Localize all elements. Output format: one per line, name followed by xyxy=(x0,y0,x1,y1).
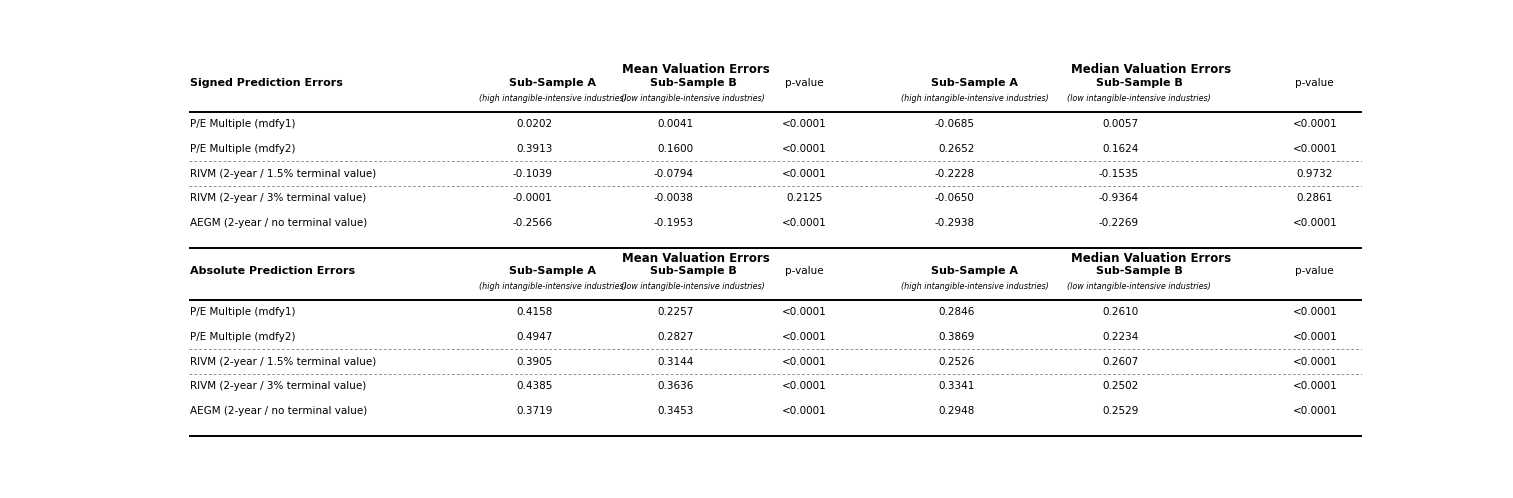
Text: 0.3144: 0.3144 xyxy=(657,357,693,367)
Text: -0.9364: -0.9364 xyxy=(1098,193,1139,203)
Text: 0.1624: 0.1624 xyxy=(1103,144,1139,154)
Text: Sub-Sample A: Sub-Sample A xyxy=(930,78,1018,88)
Text: Mean Valuation Errors: Mean Valuation Errors xyxy=(622,252,770,265)
Text: (high intangible-intensive industries): (high intangible-intensive industries) xyxy=(478,282,626,291)
Text: -0.2566: -0.2566 xyxy=(513,218,552,228)
Text: <0.0001: <0.0001 xyxy=(782,357,828,367)
Text: Median Valuation Errors: Median Valuation Errors xyxy=(1071,63,1230,76)
Text: 0.2607: 0.2607 xyxy=(1103,357,1139,367)
Text: 0.1600: 0.1600 xyxy=(657,144,693,154)
Text: Sub-Sample A: Sub-Sample A xyxy=(930,266,1018,276)
Text: 0.0041: 0.0041 xyxy=(657,120,693,129)
Text: 0.2861: 0.2861 xyxy=(1297,193,1333,203)
Text: (low intangible-intensive industries): (low intangible-intensive industries) xyxy=(622,282,766,291)
Text: <0.0001: <0.0001 xyxy=(1292,120,1337,129)
Text: <0.0001: <0.0001 xyxy=(782,307,828,317)
Text: (high intangible-intensive industries): (high intangible-intensive industries) xyxy=(478,94,626,103)
Text: <0.0001: <0.0001 xyxy=(1292,332,1337,342)
Text: <0.0001: <0.0001 xyxy=(1292,218,1337,228)
Text: 0.2257: 0.2257 xyxy=(657,307,693,317)
Text: 0.2529: 0.2529 xyxy=(1103,406,1139,416)
Text: 0.3913: 0.3913 xyxy=(516,144,552,154)
Text: 0.2234: 0.2234 xyxy=(1103,332,1139,342)
Text: -0.0794: -0.0794 xyxy=(654,169,693,179)
Text: 0.0057: 0.0057 xyxy=(1103,120,1139,129)
Text: 0.4385: 0.4385 xyxy=(516,381,552,391)
Text: 0.3341: 0.3341 xyxy=(938,381,974,391)
Text: Signed Prediction Errors: Signed Prediction Errors xyxy=(191,78,343,88)
Text: (low intangible-intensive industries): (low intangible-intensive industries) xyxy=(1067,94,1210,103)
Text: -0.0038: -0.0038 xyxy=(654,193,693,203)
Text: 0.3453: 0.3453 xyxy=(657,406,693,416)
Text: Sub-Sample A: Sub-Sample A xyxy=(508,266,596,276)
Text: 0.3719: 0.3719 xyxy=(516,406,552,416)
Text: Absolute Prediction Errors: Absolute Prediction Errors xyxy=(191,266,356,276)
Text: Sub-Sample B: Sub-Sample B xyxy=(651,78,737,88)
Text: 0.2846: 0.2846 xyxy=(938,307,974,317)
Text: Sub-Sample B: Sub-Sample B xyxy=(1095,78,1182,88)
Text: 0.2948: 0.2948 xyxy=(938,406,974,416)
Text: RIVM (2-year / 1.5% terminal value): RIVM (2-year / 1.5% terminal value) xyxy=(191,169,377,179)
Text: P/E Multiple (mdfy2): P/E Multiple (mdfy2) xyxy=(191,144,297,154)
Text: <0.0001: <0.0001 xyxy=(782,406,828,416)
Text: 0.0202: 0.0202 xyxy=(516,120,552,129)
Text: (low intangible-intensive industries): (low intangible-intensive industries) xyxy=(1067,282,1210,291)
Text: <0.0001: <0.0001 xyxy=(782,144,828,154)
Text: <0.0001: <0.0001 xyxy=(1292,307,1337,317)
Text: (low intangible-intensive industries): (low intangible-intensive industries) xyxy=(622,94,766,103)
Text: 0.9732: 0.9732 xyxy=(1297,169,1333,179)
Text: Mean Valuation Errors: Mean Valuation Errors xyxy=(622,63,770,76)
Text: P/E Multiple (mdfy1): P/E Multiple (mdfy1) xyxy=(191,120,297,129)
Text: -0.2938: -0.2938 xyxy=(935,218,974,228)
Text: <0.0001: <0.0001 xyxy=(782,218,828,228)
Text: p-value: p-value xyxy=(1295,266,1334,276)
Text: 0.2526: 0.2526 xyxy=(938,357,974,367)
Text: -0.0685: -0.0685 xyxy=(935,120,974,129)
Text: AEGM (2-year / no terminal value): AEGM (2-year / no terminal value) xyxy=(191,218,368,228)
Text: -0.0650: -0.0650 xyxy=(935,193,974,203)
Text: -0.2228: -0.2228 xyxy=(935,169,974,179)
Text: -0.0001: -0.0001 xyxy=(513,193,552,203)
Text: 0.2502: 0.2502 xyxy=(1103,381,1139,391)
Text: Sub-Sample B: Sub-Sample B xyxy=(1095,266,1182,276)
Text: <0.0001: <0.0001 xyxy=(782,120,828,129)
Text: -0.1535: -0.1535 xyxy=(1098,169,1139,179)
Text: p-value: p-value xyxy=(1295,78,1334,88)
Text: 0.2827: 0.2827 xyxy=(657,332,693,342)
Text: p-value: p-value xyxy=(785,78,825,88)
Text: p-value: p-value xyxy=(785,266,825,276)
Text: 0.3869: 0.3869 xyxy=(938,332,974,342)
Text: Sub-Sample A: Sub-Sample A xyxy=(508,78,596,88)
Text: <0.0001: <0.0001 xyxy=(782,381,828,391)
Text: (high intangible-intensive industries): (high intangible-intensive industries) xyxy=(900,94,1049,103)
Text: RIVM (2-year / 1.5% terminal value): RIVM (2-year / 1.5% terminal value) xyxy=(191,357,377,367)
Text: P/E Multiple (mdfy1): P/E Multiple (mdfy1) xyxy=(191,307,297,317)
Text: 0.4158: 0.4158 xyxy=(516,307,552,317)
Text: AEGM (2-year / no terminal value): AEGM (2-year / no terminal value) xyxy=(191,406,368,416)
Text: -0.1039: -0.1039 xyxy=(513,169,552,179)
Text: 0.2125: 0.2125 xyxy=(787,193,823,203)
Text: <0.0001: <0.0001 xyxy=(782,332,828,342)
Text: <0.0001: <0.0001 xyxy=(1292,144,1337,154)
Text: <0.0001: <0.0001 xyxy=(782,169,828,179)
Text: 0.4947: 0.4947 xyxy=(516,332,552,342)
Text: 0.3905: 0.3905 xyxy=(516,357,552,367)
Text: Median Valuation Errors: Median Valuation Errors xyxy=(1071,252,1230,265)
Text: -0.1953: -0.1953 xyxy=(654,218,693,228)
Text: <0.0001: <0.0001 xyxy=(1292,357,1337,367)
Text: -0.2269: -0.2269 xyxy=(1098,218,1139,228)
Text: 0.2652: 0.2652 xyxy=(938,144,974,154)
Text: 0.2610: 0.2610 xyxy=(1103,307,1139,317)
Text: P/E Multiple (mdfy2): P/E Multiple (mdfy2) xyxy=(191,332,297,342)
Text: <0.0001: <0.0001 xyxy=(1292,381,1337,391)
Text: 0.3636: 0.3636 xyxy=(657,381,693,391)
Text: (high intangible-intensive industries): (high intangible-intensive industries) xyxy=(900,282,1049,291)
Text: RIVM (2-year / 3% terminal value): RIVM (2-year / 3% terminal value) xyxy=(191,193,366,203)
Text: <0.0001: <0.0001 xyxy=(1292,406,1337,416)
Text: RIVM (2-year / 3% terminal value): RIVM (2-year / 3% terminal value) xyxy=(191,381,366,391)
Text: Sub-Sample B: Sub-Sample B xyxy=(651,266,737,276)
